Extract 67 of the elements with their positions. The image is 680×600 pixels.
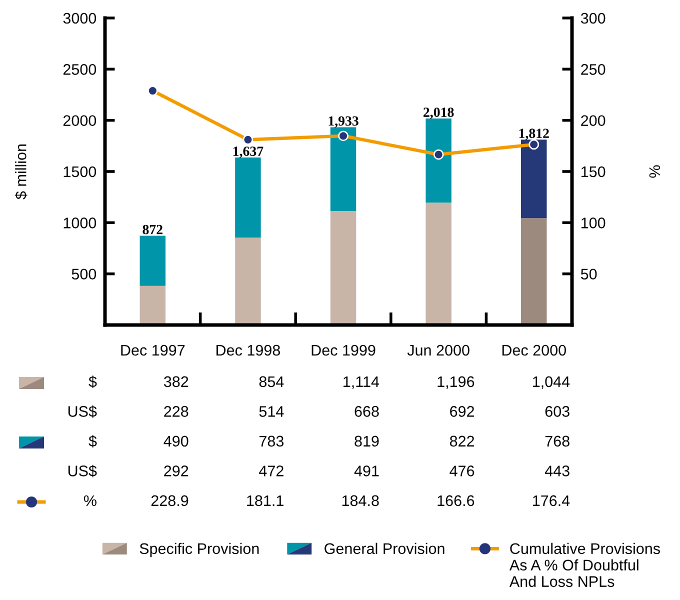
x-tick-label: Dec 2000 <box>502 344 566 356</box>
total-label: 1,637 <box>233 146 264 158</box>
data-label: 783 <box>259 436 284 447</box>
total-label: 1,812 <box>519 128 549 140</box>
data-label: 166.6 <box>438 495 474 506</box>
data-label: 228.9 <box>151 495 188 506</box>
text: US$ <box>68 464 97 478</box>
y-tick-label: 3000 <box>63 12 96 24</box>
data-label: 181.1 <box>247 495 284 506</box>
y2-tick-label: 200 <box>581 115 606 126</box>
bar <box>330 211 356 325</box>
legend-label: Specific Provision <box>140 542 259 558</box>
y-tick-label: 500 <box>72 268 96 280</box>
legend-label: General Provision <box>324 542 444 554</box>
bar <box>426 118 452 203</box>
text: $ <box>88 435 97 448</box>
data-label: 822 <box>450 436 474 447</box>
text: 514 <box>259 406 284 417</box>
y2-tick-label: 150 <box>582 166 606 178</box>
bar <box>140 236 166 286</box>
y2-tick-label: 300 <box>580 12 606 24</box>
bar <box>235 157 261 238</box>
text: 292 <box>164 466 188 476</box>
data-label: 490 <box>164 436 188 447</box>
x-tick-label: Dec 1997 <box>121 344 185 356</box>
y-axis-title: $ million <box>14 144 28 200</box>
text: 491 <box>354 466 379 476</box>
text: 692 <box>450 406 474 417</box>
data-label: 854 <box>259 376 284 388</box>
bar <box>521 218 547 325</box>
text: 668 <box>354 406 379 417</box>
x-tick-label: Dec 1998 <box>216 344 280 356</box>
y-tick-label: 1500 <box>64 166 96 178</box>
text: % <box>84 495 96 506</box>
data-label: 382 <box>164 376 188 388</box>
total-label: 1,933 <box>328 116 358 128</box>
total-label: 2,018 <box>424 108 454 119</box>
text: 603 <box>545 406 570 417</box>
x-tick-label: Dec 1999 <box>312 344 376 356</box>
bar <box>330 127 356 211</box>
text: 228 <box>164 406 188 417</box>
data-label: 1,196 <box>438 376 474 389</box>
y2-tick-label: 50 <box>580 268 597 280</box>
data-label: 184.8 <box>342 495 379 506</box>
text: US$ <box>68 405 97 418</box>
text: 443 <box>544 466 570 476</box>
data-label: 176.4 <box>533 495 570 506</box>
x-tick-label: Jun 2000 <box>407 344 470 356</box>
total-label: 872 <box>142 224 162 234</box>
y2-tick-label: 250 <box>581 64 606 75</box>
bar <box>140 286 166 325</box>
data-label: 1,114 <box>344 376 380 389</box>
y2-axis-title: % <box>649 165 660 178</box>
y-tick-label: 2500 <box>63 64 96 75</box>
data-label: 768 <box>545 436 570 447</box>
text: 476 <box>450 466 474 476</box>
bar <box>426 202 452 325</box>
y2-tick-label: 100 <box>582 218 606 228</box>
text: $ <box>88 376 97 388</box>
y-tick-label: 1000 <box>64 218 96 228</box>
bar <box>521 140 547 218</box>
data-label: 1,044 <box>533 376 570 389</box>
y-tick-label: 2000 <box>63 115 96 126</box>
legend-label: Cumulative Provisions As A % Of Doubtful And Loss NPLs <box>509 542 660 587</box>
bar <box>235 238 261 325</box>
data-label: 819 <box>354 436 379 447</box>
text: 472 <box>259 466 284 476</box>
